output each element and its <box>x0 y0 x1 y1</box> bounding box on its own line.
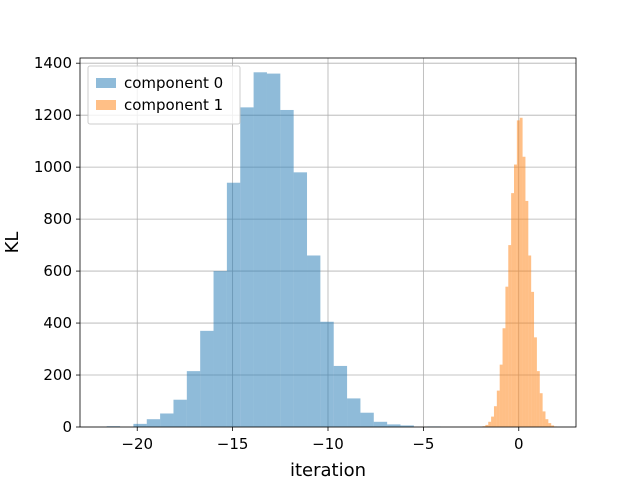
histogram-bar-component-0 <box>320 321 334 427</box>
histogram-bar-component-0 <box>253 72 267 428</box>
histogram-bar-component-1 <box>488 421 492 427</box>
histogram-bar-component-0 <box>213 271 227 427</box>
histogram-bar-component-1 <box>491 416 494 427</box>
histogram-bar-component-1 <box>496 390 500 427</box>
histogram-bar-component-1 <box>493 406 497 427</box>
histogram-bar-component-0 <box>293 172 308 427</box>
x-tick-label: −5 <box>412 435 434 453</box>
x-tick-label: 0 <box>514 435 524 453</box>
histogram-bar-component-1 <box>505 286 509 427</box>
histogram-bar-component-0 <box>400 425 414 427</box>
histogram-bar-component-0 <box>146 419 161 427</box>
histogram-bar-component-1 <box>534 337 537 427</box>
histogram-bar-component-1 <box>551 425 555 427</box>
histogram-bar-component-1 <box>531 291 535 427</box>
histogram-bar-component-0 <box>186 371 201 427</box>
histogram-bar-component-1 <box>519 117 523 427</box>
histogram-bar-component-0 <box>240 107 254 428</box>
y-tick-label: 1400 <box>34 54 72 72</box>
x-axis-label: iteration <box>290 460 366 480</box>
legend-label-component-0: component 0 <box>124 74 223 92</box>
y-tick-label: 600 <box>43 262 72 280</box>
legend-box <box>87 65 241 125</box>
bars-group <box>106 72 557 428</box>
histogram-bar-component-1 <box>536 371 540 427</box>
y-tick-label: 0 <box>62 418 72 436</box>
legend-swatch-component-1 <box>96 100 116 110</box>
histogram-bar-component-0 <box>226 182 241 427</box>
histogram-bar-component-1 <box>525 200 529 427</box>
histogram-bar-component-0 <box>160 413 174 427</box>
y-tick-label: 1000 <box>34 158 72 176</box>
y-tick-label: 1200 <box>34 106 72 124</box>
histogram-bar-component-1 <box>545 419 549 427</box>
histogram-bar-component-1 <box>528 255 532 427</box>
x-tick-label: −20 <box>121 435 153 453</box>
x-tick-label: −15 <box>217 435 249 453</box>
histogram-bar-component-1 <box>522 156 526 428</box>
histogram-bar-component-1 <box>542 411 546 427</box>
histogram-bar-component-0 <box>173 399 187 427</box>
histogram-bar-component-0 <box>280 109 294 427</box>
histogram-bar-component-0 <box>360 412 374 427</box>
histogram-bar-component-0 <box>373 421 388 427</box>
x-tick-label: −10 <box>312 435 344 453</box>
histogram-bar-component-1 <box>511 193 514 427</box>
y-axis-ticks: 0 200 400 600 800 1000 1200 1400 <box>34 54 80 436</box>
histogram-bar-component-1 <box>485 424 489 427</box>
histogram-bar-component-0 <box>387 424 401 427</box>
histogram-bar-component-0 <box>307 255 321 427</box>
y-axis-label: KL <box>2 232 23 254</box>
y-tick-label: 800 <box>43 210 72 228</box>
histogram-bar-component-1 <box>502 328 506 427</box>
histogram-bar-component-1 <box>514 164 517 428</box>
histogram-bar-component-0 <box>347 398 361 427</box>
legend-swatch-component-0 <box>96 78 116 88</box>
legend-label-component-1: component 1 <box>124 96 223 114</box>
x-axis-ticks: −20 −15 −10 −5 0 <box>121 427 524 453</box>
histogram-bar-component-0 <box>333 365 348 427</box>
histogram-bar-component-1 <box>548 423 552 427</box>
histogram-bar-component-0 <box>266 73 281 427</box>
legend: component 0 component 1 <box>87 65 241 125</box>
y-tick-label: 400 <box>43 314 72 332</box>
histogram-bar-component-1 <box>508 245 512 427</box>
histogram-bar-component-0 <box>133 423 147 427</box>
histogram-bar-component-1 <box>499 364 503 427</box>
histogram-bar-component-1 <box>539 393 543 427</box>
y-tick-label: 200 <box>43 366 72 384</box>
histogram-bar-component-1 <box>516 120 520 427</box>
histogram-bar-component-0 <box>200 330 214 427</box>
